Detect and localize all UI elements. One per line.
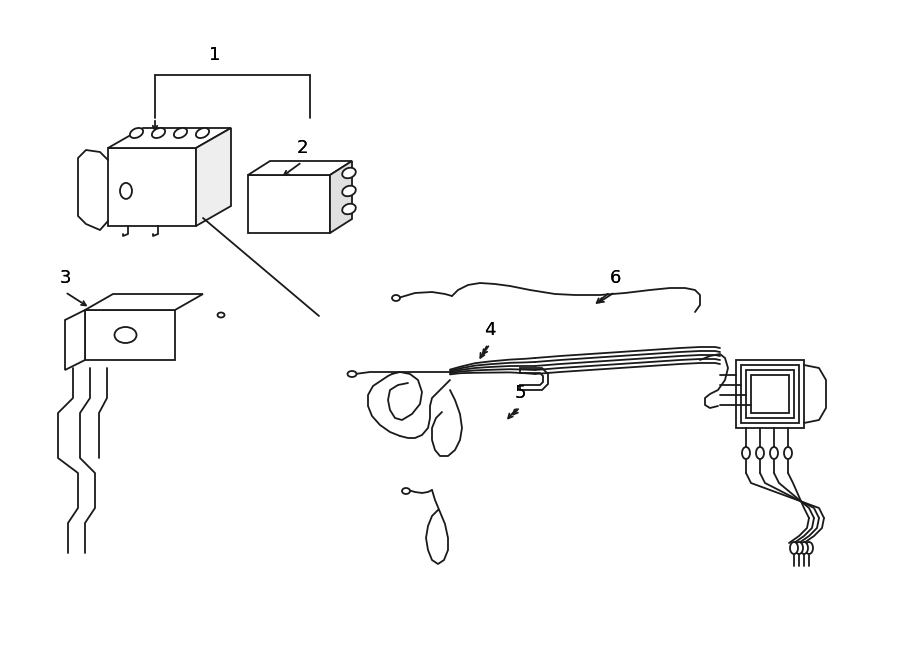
- Ellipse shape: [742, 447, 750, 459]
- Polygon shape: [520, 368, 548, 390]
- Text: 4: 4: [484, 321, 496, 339]
- Text: 6: 6: [609, 269, 621, 287]
- Polygon shape: [108, 148, 196, 226]
- Ellipse shape: [342, 168, 356, 178]
- Text: 5: 5: [514, 384, 526, 402]
- Ellipse shape: [805, 542, 813, 554]
- Ellipse shape: [196, 128, 209, 138]
- Ellipse shape: [795, 542, 803, 554]
- Text: 5: 5: [514, 384, 526, 402]
- Ellipse shape: [347, 371, 356, 377]
- Ellipse shape: [784, 447, 792, 459]
- Text: 2: 2: [296, 139, 308, 157]
- Ellipse shape: [342, 204, 356, 214]
- Ellipse shape: [342, 186, 356, 196]
- Text: 2: 2: [296, 139, 308, 157]
- Polygon shape: [248, 161, 352, 175]
- Polygon shape: [65, 310, 85, 370]
- Polygon shape: [85, 294, 203, 310]
- Polygon shape: [330, 161, 352, 233]
- Text: 6: 6: [609, 269, 621, 287]
- Ellipse shape: [402, 488, 410, 494]
- Ellipse shape: [114, 327, 137, 343]
- Polygon shape: [248, 175, 330, 233]
- Ellipse shape: [120, 183, 132, 199]
- Ellipse shape: [392, 295, 400, 301]
- Ellipse shape: [770, 447, 778, 459]
- Ellipse shape: [218, 313, 224, 317]
- Text: 1: 1: [210, 46, 220, 64]
- Text: 3: 3: [59, 269, 71, 287]
- Text: 1: 1: [210, 46, 220, 64]
- Ellipse shape: [130, 128, 143, 138]
- Polygon shape: [196, 128, 231, 226]
- Ellipse shape: [790, 542, 798, 554]
- Text: 4: 4: [484, 321, 496, 339]
- Ellipse shape: [756, 447, 764, 459]
- Polygon shape: [85, 310, 175, 360]
- Ellipse shape: [800, 542, 808, 554]
- Polygon shape: [108, 128, 231, 148]
- Ellipse shape: [152, 128, 165, 138]
- Text: 3: 3: [59, 269, 71, 287]
- Ellipse shape: [174, 128, 187, 138]
